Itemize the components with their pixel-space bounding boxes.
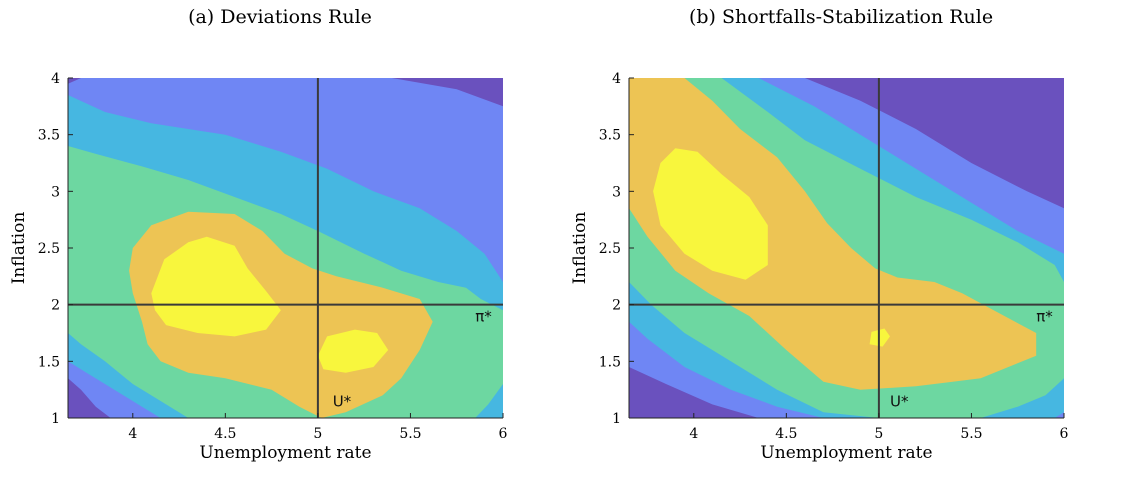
contour-region-level-4 [629, 78, 1037, 390]
x-tick-label: 5 [313, 426, 322, 442]
u-star-label: U* [890, 393, 909, 411]
pi-star-label: π* [475, 308, 492, 326]
y-tick-label: 2 [51, 298, 60, 314]
y-tick-label: 3 [51, 184, 60, 200]
x-tick-label: 5.5 [399, 426, 421, 442]
x-tick-label: 4 [128, 426, 137, 442]
contour-chart: U* π* 4 4.5 5 5.5 6 1 1.5 2 2.5 3 3.5 4 Unemployment r… [9, 71, 508, 463]
x-tick-label: 6 [1060, 426, 1069, 442]
contour-region-level-5 [653, 148, 768, 280]
x-tick-label: 4.5 [214, 426, 236, 442]
x-tick-label: 6 [499, 426, 508, 442]
y-axis-label: Inflation [570, 212, 590, 285]
u-star-label: U* [333, 393, 352, 411]
pi-star-label: π* [1036, 308, 1053, 326]
x-tick-label: 4.5 [775, 426, 797, 442]
y-tick-label: 2.5 [599, 241, 621, 257]
x-tick-label: 5.5 [960, 426, 982, 442]
chart-panel-a: (a) Deviations Rule U* π* 4 4.5 5 5.5 6 1 1.5 2 2.… [0, 0, 560, 480]
y-axis-label: Inflation [9, 212, 29, 285]
contour-fill-group [68, 78, 503, 418]
contour-fill-group [629, 78, 1064, 418]
y-tick-label: 2.5 [38, 241, 60, 257]
contour-region-level-5 [151, 236, 281, 337]
y-tick-label: 1.5 [38, 354, 60, 370]
contour-region-level-5 [317, 329, 389, 373]
y-tick-label: 1 [51, 411, 60, 427]
y-tick-label: 3.5 [599, 128, 621, 144]
x-axis-label: Unemployment rate [199, 443, 371, 463]
y-tick-label: 4 [612, 71, 621, 87]
x-axis-label: Unemployment rate [760, 443, 932, 463]
y-tick-label: 1.5 [599, 354, 621, 370]
contour-chart: U* π* 4 4.5 5 5.5 6 1 1.5 2 2.5 3 3.5 4 Unemployment r… [570, 71, 1069, 463]
y-tick-label: 4 [51, 71, 60, 87]
y-tick-label: 3 [612, 184, 621, 200]
chart-title: (b) Shortfalls-Stabilization Rule [688, 6, 994, 28]
x-tick-label: 5 [874, 426, 883, 442]
chart-panel-b: (b) Shortfalls-Stabilization Rule U* π* 4 4… [561, 0, 1121, 480]
x-tick-label: 4 [689, 426, 698, 442]
y-tick-label: 1 [612, 411, 621, 427]
y-tick-label: 3.5 [38, 128, 60, 144]
y-tick-label: 2 [612, 298, 621, 314]
chart-title: (a) Deviations Rule [188, 6, 372, 28]
